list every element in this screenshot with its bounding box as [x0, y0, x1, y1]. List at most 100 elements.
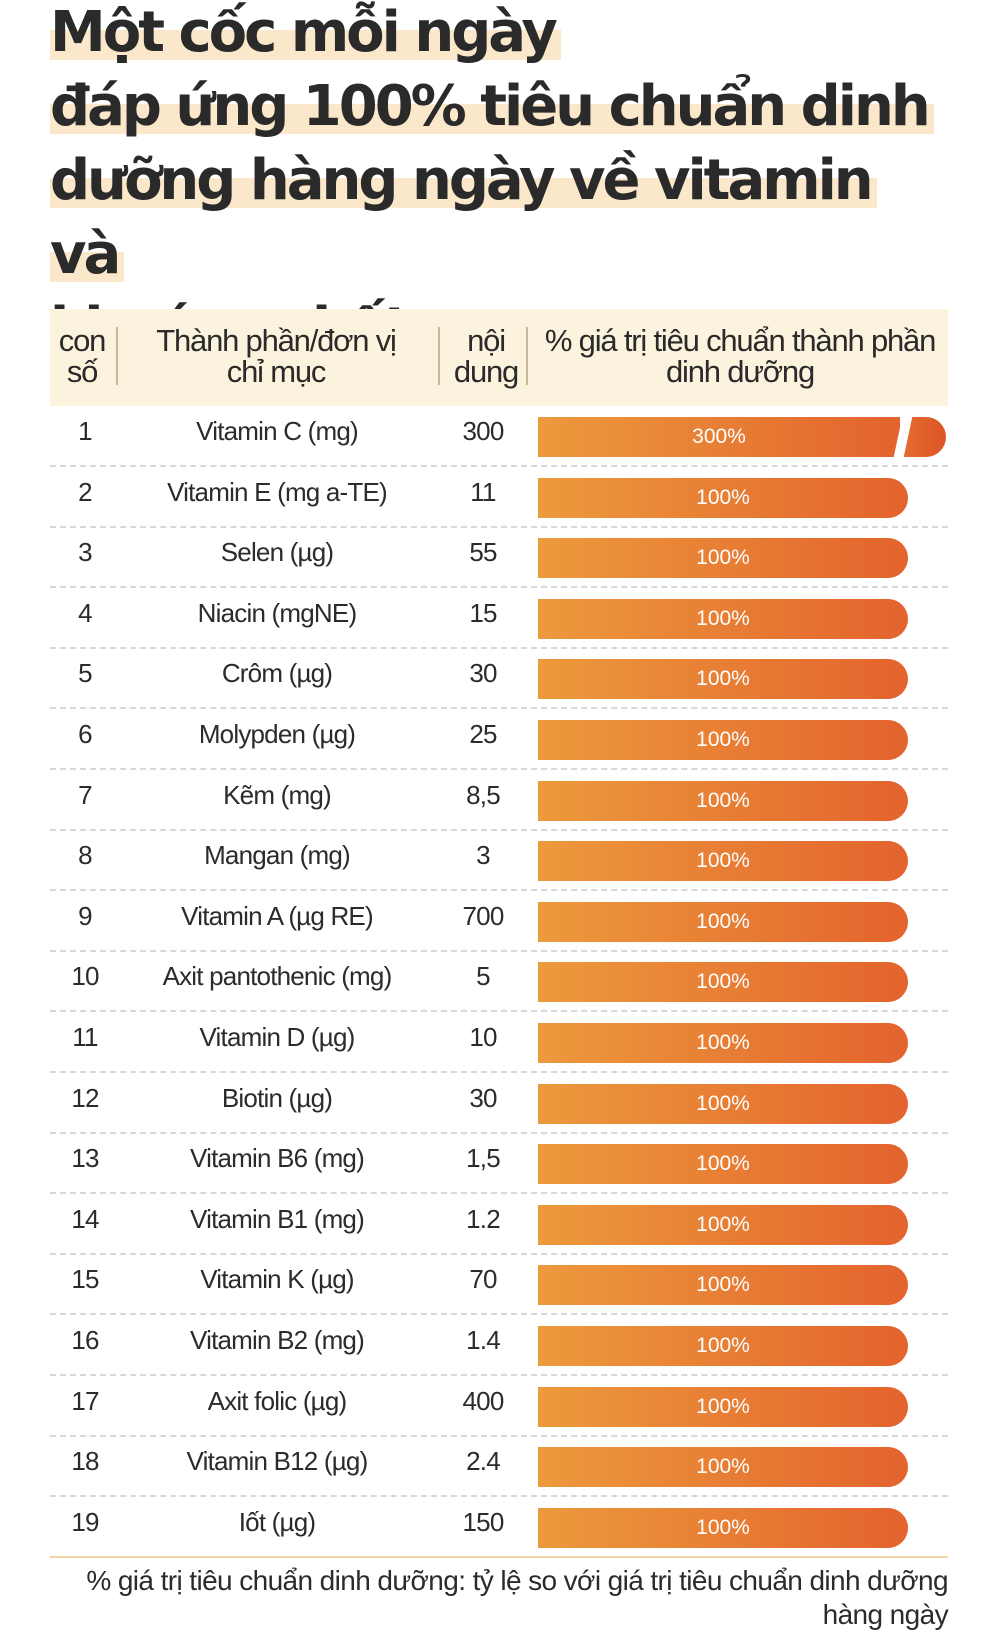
row-number: 7: [78, 779, 92, 810]
percent-label: 100%: [696, 606, 750, 630]
row-amount: 150: [462, 1506, 505, 1537]
row-ingredient: Vitamin D (µg): [199, 1022, 355, 1052]
percent-bar: 100%: [538, 659, 908, 700]
table-row: 9 Vitamin A (µg RE) 700 100%: [50, 891, 948, 952]
row-number: 5: [78, 658, 92, 689]
row-ingredient: Vitamin C (mg): [196, 416, 358, 446]
row-ingredient: Vitamin B2 (mg): [190, 1325, 365, 1355]
table-row: 3 Selen (µg) 55 100%: [50, 527, 948, 589]
row-amount: 11: [470, 476, 496, 507]
percent-label: 100%: [696, 849, 750, 873]
row-number: 11: [72, 1022, 98, 1052]
percent-bar: 100%: [538, 1447, 908, 1488]
row-number: 16: [71, 1325, 99, 1355]
row-amount: 25: [469, 719, 497, 749]
row-amount: 10: [469, 1022, 497, 1052]
row-divider: [50, 646, 948, 649]
row-amount: 5: [476, 961, 490, 992]
table-row: 11 Vitamin D (µg) 10 100%: [50, 1012, 948, 1073]
row-divider: [50, 1434, 948, 1437]
row-amount: 1.4: [466, 1325, 501, 1355]
percent-label: 100%: [696, 1031, 750, 1054]
table-row: 12 Biotin (µg) 30 100%: [50, 1073, 948, 1134]
table-row: 18 Vitamin B12 (µg) 2.4 100%: [50, 1436, 948, 1498]
row-ingredient: Vitamin B12 (µg): [186, 1446, 369, 1477]
row-amount: 55: [469, 537, 497, 568]
percent-bar: 100%: [538, 1144, 908, 1185]
percent-label: 100%: [696, 1152, 750, 1176]
row-number: 9: [78, 900, 92, 931]
percent-bar: 100%: [538, 538, 908, 579]
row-divider: [50, 586, 948, 589]
percent-label: 100%: [696, 546, 750, 570]
percent-label: 100%: [696, 788, 750, 812]
table-row: 6 Molypden (µg) 25 100%: [50, 709, 948, 770]
percent-bar: 100%: [538, 1507, 908, 1548]
row-number: 4: [78, 597, 92, 628]
header-number-line-1: con: [58, 323, 107, 358]
percent-label: 100%: [696, 667, 750, 691]
percent-label: 100%: [696, 728, 750, 751]
row-number: 15: [71, 1264, 99, 1295]
row-amount: 15: [469, 597, 497, 628]
row-number: 8: [78, 840, 92, 871]
row-divider: [50, 707, 948, 710]
percent-label: 100%: [696, 1455, 750, 1479]
row-ingredient: Mangan (mg): [204, 840, 351, 871]
percent-label: 100%: [696, 485, 750, 509]
table-row: 16 Vitamin B2 (mg) 1.4 100%: [50, 1315, 948, 1376]
row-amount: 700: [462, 900, 505, 931]
row-ingredient: Crôm (µg): [221, 658, 333, 689]
row-amount: 8,5: [466, 779, 501, 810]
row-number: 2: [78, 476, 92, 507]
percent-label: 100%: [696, 1394, 750, 1418]
table-row: 4 Niacin (mgNE) 15 100%: [50, 588, 948, 649]
row-divider: [50, 1131, 948, 1134]
row-divider: [50, 465, 948, 467]
row-divider: [50, 1555, 948, 1558]
header-content-line-2: dung: [453, 354, 519, 389]
table-row: 13 Vitamin B6 (mg) 1,5 100%: [50, 1133, 948, 1195]
percent-label: 100%: [696, 909, 750, 933]
percent-bar: 100%: [538, 780, 908, 821]
percent-label: 300%: [692, 425, 746, 448]
row-divider: [50, 1071, 948, 1073]
table-row: 5 Crôm (µg) 30 100%: [50, 648, 948, 710]
row-number: 10: [71, 961, 99, 992]
row-divider: [50, 1495, 948, 1498]
row-ingredient: Selen (µg): [220, 537, 334, 568]
table-row: 17 Axit folic (µg) 400 100%: [50, 1376, 948, 1437]
headline-line-3: dưỡng hàng ngày về vitamin và: [50, 148, 877, 287]
row-number: 3: [78, 537, 92, 568]
percent-bar: 100%: [538, 1326, 908, 1366]
percent-bar: 100%: [538, 598, 908, 639]
percent-label: 100%: [696, 1334, 750, 1357]
row-ingredient: Vitamin B1 (mg): [190, 1203, 365, 1234]
row-ingredient: Vitamin E (mg a-TE): [167, 476, 388, 507]
row-number: 12: [71, 1082, 99, 1113]
percent-label: 100%: [696, 1091, 750, 1115]
row-ingredient: Vitamin B6 (mg): [190, 1143, 365, 1174]
percent-bar: 100%: [538, 1386, 908, 1427]
row-ingredient: Vitamin A (µg RE): [181, 900, 373, 931]
header-separator: [526, 327, 528, 385]
table-row: 8 Mangan (mg) 3 100%: [50, 830, 948, 892]
percent-label: 100%: [696, 1273, 750, 1297]
footnote: % giá trị tiêu chuẩn dinh dưỡng: tỷ lệ s…: [86, 1565, 948, 1630]
percent-label: 100%: [696, 970, 750, 994]
row-ingredient: Iốt (µg): [238, 1506, 316, 1537]
headline-line-2: đáp ứng 100% tiêu chuẩn dinh: [50, 74, 934, 139]
header-separator: [116, 327, 118, 385]
row-divider: [50, 1192, 948, 1195]
row-number: 18: [71, 1446, 99, 1477]
percent-label: 100%: [696, 1515, 750, 1539]
row-ingredient: Axit pantothenic (mg): [162, 961, 393, 992]
header-ingredient: Thành phần/đơn vị chỉ mục: [120, 325, 432, 387]
row-number: 6: [78, 719, 92, 749]
row-number: 13: [71, 1143, 99, 1174]
row-ingredient: Vitamin K (µg): [200, 1264, 354, 1295]
row-amount: 30: [469, 1082, 497, 1113]
row-divider: [50, 525, 948, 528]
row-number: 17: [71, 1385, 99, 1416]
table-row: 7 Kẽm (mg) 8,5 100%: [50, 770, 948, 831]
